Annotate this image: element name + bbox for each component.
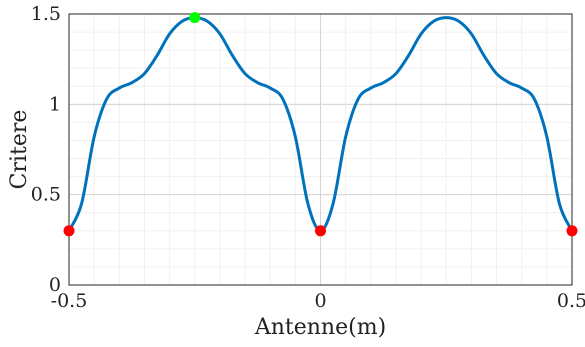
x-axis-label: Antenne(m) <box>254 315 386 340</box>
min-point-marker <box>566 225 578 237</box>
y-tick-labels: 0 0.5 1 1.5 <box>31 3 61 296</box>
plot-area-frame <box>68 13 573 286</box>
min-point-marker <box>315 225 326 237</box>
x-tick-labels: -0.5 0 0.5 <box>51 290 585 312</box>
y-tick-label: 1 <box>49 93 61 115</box>
y-tick-label: 0.5 <box>31 184 61 206</box>
marker-layer <box>63 12 578 237</box>
x-tick-label: 0.5 <box>557 290 585 312</box>
x-tick-label: 0 <box>314 290 326 312</box>
min-point-marker <box>63 225 75 237</box>
y-tick-label: 0 <box>49 274 61 296</box>
x-tick-label: -0.5 <box>51 290 88 312</box>
y-tick-label: 1.5 <box>31 3 61 25</box>
y-axis-label: Critere <box>7 110 32 190</box>
max-point-marker <box>189 12 201 24</box>
